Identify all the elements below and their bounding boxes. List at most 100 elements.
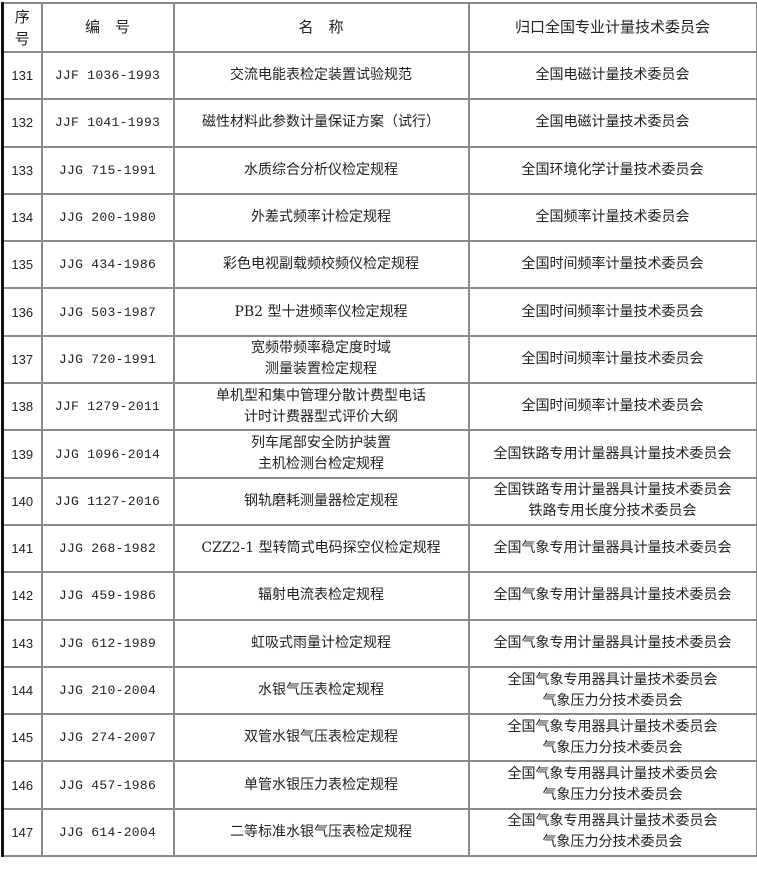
table-row: 137 JJG 720-1991 宽频带频率稳定度时域 测量装置检定规程 全国时间频率计… (1, 334, 757, 385)
row-committee: 全国气象专用计量器具计量技术委员会 (467, 571, 757, 621)
table-row: 147 JJG 614-2004 二等标准水银气压表检定规程 全国气象专用器具计量技术… (1, 807, 757, 858)
name-line: 计时计费器型式评价大纲 (244, 408, 398, 425)
row-seq: 131 (1, 50, 43, 101)
row-code: JJG 503-1987 (40, 287, 175, 337)
name-line: 彩色电视副载频校频仪检定规程 (223, 256, 419, 273)
row-seq: 134 (1, 192, 43, 243)
name-line: 单机型和集中管理分散计费型电话 (216, 387, 426, 404)
row-committee: 全国铁路专用计量器具计量技术委员会 (467, 429, 757, 479)
name-line: PB2 型十进频率仪检定规程 (234, 303, 408, 320)
name-line: 主机检测台检定规程 (258, 456, 384, 473)
committee-line: 全国气象专用计量器具计量技术委员会 (493, 634, 732, 651)
row-committee: 全国电磁计量技术委员会 (467, 98, 757, 148)
row-seq: 140 (1, 476, 43, 526)
name-line: 测量装置检定规程 (265, 361, 377, 378)
committee-line: 铁路专用长度分技术委员会 (528, 503, 697, 520)
row-code: JJG 268-1982 (40, 523, 175, 574)
row-name: 列车尾部安全防护装置 主机检测台检定规程 (172, 429, 470, 479)
row-name: 辐射电流表检定规程 (172, 571, 470, 621)
row-name: 水质综合分析仪检定规程 (172, 145, 470, 195)
row-seq: 138 (1, 382, 43, 432)
row-committee: 全国气象专用器具计量技术委员会 气象压力分技术委员会 (467, 665, 757, 716)
name-line: 虹吸式雨量计检定规程 (251, 634, 391, 651)
name-line: 交流电能表检定装置试验规范 (230, 67, 412, 84)
row-code: JJG 1096-2014 (40, 429, 175, 479)
row-committee: 全国时间频率计量技术委员会 (467, 287, 757, 337)
table-row: 145 JJG 274-2007 双管水银气压表检定规程 全国气象专用器具计量技术委员… (1, 713, 757, 763)
name-line: CZZ2-1 型转筒式电码探空仪检定规程 (201, 540, 441, 557)
row-name: PB2 型十进频率仪检定规程 (172, 287, 470, 337)
row-committee: 全国铁路专用计量器具计量技术委员会 铁路专用长度分技术委员会 (467, 476, 757, 526)
name-line: 外差式频率计检定规程 (251, 209, 391, 226)
name-line: 钢轨磨耗测量器检定规程 (244, 492, 398, 509)
name-line: 单管水银压力表检定规程 (244, 776, 398, 793)
row-code: JJG 457-1986 (40, 760, 175, 810)
row-name: 彩色电视副载频校频仪检定规程 (172, 240, 470, 290)
table-row: 134 JJG 200-1980 外差式频率计检定规程 全国频率计量技术委员会 (1, 192, 757, 243)
name-line: 列车尾部安全防护装置 (251, 435, 391, 452)
row-committee: 全国气象专用器具计量技术委员会 气象压力分技术委员会 (467, 760, 757, 810)
name-line: 水质综合分析仪检定规程 (244, 161, 398, 178)
header-committee: 归口全国专业计量技术委员会 (467, 2, 757, 53)
row-code: JJF 1036-1993 (40, 50, 175, 101)
committee-line: 全国时间频率计量技术委员会 (521, 256, 704, 273)
row-committee: 全国频率计量技术委员会 (467, 192, 757, 243)
row-name: 宽频带频率稳定度时域 测量装置检定规程 (172, 334, 470, 385)
committee-line: 全国电磁计量技术委员会 (535, 114, 690, 131)
standards-table: 序号 编 号 名 称 归口全国专业计量技术委员会 131 JJF 1036-199… (1, 2, 757, 858)
table-row: 140 JJG 1127-2016 钢轨磨耗测量器检定规程 全国铁路专用计量器具计量技… (1, 476, 757, 526)
committee-line: 全国气象专用器具计量技术委员会 (507, 718, 718, 735)
row-committee: 全国气象专用计量器具计量技术委员会 (467, 523, 757, 574)
name-line: 二等标准水银气压表检定规程 (230, 823, 412, 840)
table-row: 131 JJF 1036-1993 交流电能表检定装置试验规范 全国电磁计量技术委员会 (1, 50, 757, 101)
table-row: 135 JJG 434-1986 彩色电视副载频校频仪检定规程 全国时间频率计量技术委… (1, 240, 757, 290)
row-code: JJG 274-2007 (40, 713, 175, 763)
row-committee: 全国电磁计量技术委员会 (467, 50, 757, 101)
committee-line: 气象压力分技术委员会 (542, 834, 683, 851)
committee-line: 全国时间频率计量技术委员会 (521, 398, 704, 415)
table-row: 133 JJG 715-1991 水质综合分析仪检定规程 全国环境化学计量技术委员会 (1, 145, 757, 195)
row-seq: 132 (1, 98, 43, 148)
table-header-row: 序号 编 号 名 称 归口全国专业计量技术委员会 (1, 2, 757, 53)
row-seq: 142 (1, 571, 43, 621)
row-seq: 147 (1, 807, 43, 858)
committee-line: 全国电磁计量技术委员会 (535, 67, 690, 84)
row-name: 二等标准水银气压表检定规程 (172, 807, 470, 858)
row-committee: 全国环境化学计量技术委员会 (467, 145, 757, 195)
row-name: 磁性材料此参数计量保证方案（试行） (172, 98, 470, 148)
table-row: 146 JJG 457-1986 单管水银压力表检定规程 全国气象专用器具计量技术委员… (1, 760, 757, 810)
table-row: 138 JJF 1279-2011 单机型和集中管理分散计费型电话 计时计费器型式评价… (1, 382, 757, 432)
name-line: 双管水银气压表检定规程 (244, 729, 398, 746)
row-committee: 全国时间频率计量技术委员会 (467, 334, 757, 385)
committee-line: 全国频率计量技术委员会 (535, 209, 690, 226)
row-code: JJG 210-2004 (40, 665, 175, 716)
row-name: CZZ2-1 型转筒式电码探空仪检定规程 (172, 523, 470, 574)
row-code: JJG 614-2004 (40, 807, 175, 858)
row-name: 水银气压表检定规程 (172, 665, 470, 716)
committee-line: 全国时间频率计量技术委员会 (521, 303, 704, 320)
row-seq: 137 (1, 334, 43, 385)
row-committee: 全国气象专用器具计量技术委员会 气象压力分技术委员会 (467, 807, 757, 858)
row-seq: 133 (1, 145, 43, 195)
header-code: 编 号 (40, 2, 175, 53)
committee-line: 全国气象专用器具计量技术委员会 (507, 671, 718, 688)
table-row: 142 JJG 459-1986 辐射电流表检定规程 全国气象专用计量器具计量技术委员… (1, 571, 757, 621)
committee-line: 全国铁路专用计量器具计量技术委员会 (493, 482, 732, 499)
row-name: 双管水银气压表检定规程 (172, 713, 470, 763)
committee-line: 气象压力分技术委员会 (542, 692, 683, 709)
row-name: 钢轨磨耗测量器检定规程 (172, 476, 470, 526)
row-code: JJG 459-1986 (40, 571, 175, 621)
committee-line: 气象压力分技术委员会 (542, 787, 683, 804)
row-seq: 141 (1, 523, 43, 574)
committee-line: 全国环境化学计量技术委员会 (521, 161, 704, 178)
row-seq: 146 (1, 760, 43, 810)
name-line: 宽频带频率稳定度时域 (251, 340, 391, 357)
row-code: JJG 720-1991 (40, 334, 175, 385)
row-name: 单机型和集中管理分散计费型电话 计时计费器型式评价大纲 (172, 382, 470, 432)
row-committee: 全国气象专用器具计量技术委员会 气象压力分技术委员会 (467, 713, 757, 763)
table-row: 144 JJG 210-2004 水银气压表检定规程 全国气象专用器具计量技术委员会气… (1, 665, 757, 716)
name-line: 辐射电流表检定规程 (258, 587, 384, 604)
row-committee: 全国气象专用计量器具计量技术委员会 (467, 618, 757, 668)
row-name: 虹吸式雨量计检定规程 (172, 618, 470, 668)
committee-line: 全国时间频率计量技术委员会 (521, 350, 704, 367)
